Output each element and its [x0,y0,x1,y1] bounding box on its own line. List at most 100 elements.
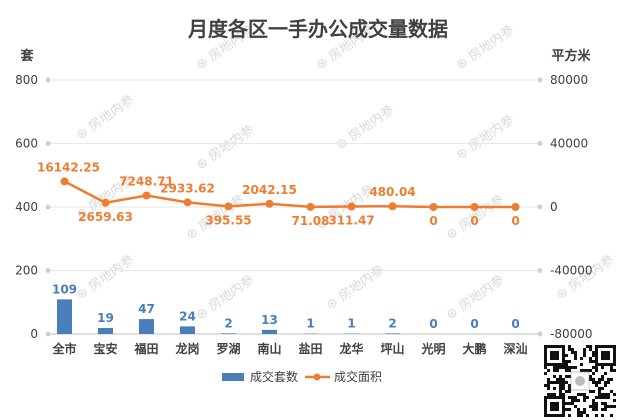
qr-module [607,396,610,399]
watermark-text: ⊛ 房地内参 [73,252,137,304]
line-value-label: 311.47 [328,214,374,228]
qr-module [589,357,592,360]
qr-module [592,351,595,354]
qr-module [580,414,583,417]
qr-module [610,366,613,369]
qr-module [562,378,565,381]
bar-value-label: 109 [52,282,77,296]
qr-module [601,414,604,417]
line-point [142,191,151,200]
qr-module [589,345,592,348]
bar-value-label: 0 [511,317,519,331]
qr-module [580,411,583,414]
qr-module [595,381,598,384]
line-point [306,202,315,211]
qr-module [562,381,565,384]
qr-module [613,393,616,396]
right-tick-marker [537,77,543,83]
qr-module [562,366,565,369]
qr-module [559,381,562,384]
watermark-text: ⊛ 房地内参 [333,102,397,154]
qr-module [580,363,583,366]
qr-finder-core [550,351,559,360]
qr-module [583,396,586,399]
qr-module [604,393,607,396]
qr-finder-core [601,351,610,360]
qr-module [559,384,562,387]
qr-module [571,396,574,399]
qr-module [580,369,583,372]
watermarks: ⊛ 房地内参 ⊛ 房地内参 ⊛ 房地内参 ⊛ 房地内参 ⊛ 房地内参 ⊛ 房地内参 ⊛ 房地… [73,22,617,324]
qr-module [571,399,574,402]
qr-module [595,384,598,387]
qr-module [574,357,577,360]
qr-module [547,378,550,381]
qr-module [595,414,598,417]
qr-module [598,381,601,384]
qr-module [544,372,547,375]
watermark-text: ⊛ 房地内参 [453,112,517,164]
qr-module [595,366,598,369]
line-value-label: 0 [511,214,519,228]
qr-module [607,405,610,408]
watermark-text: ⊛ 房地内参 [193,122,257,174]
qr-module [595,369,598,372]
bar [98,327,113,334]
qr-module [577,393,580,396]
qr-module [601,366,604,369]
qr-module [571,348,574,351]
bar-series [57,299,400,334]
qr-module [613,399,616,402]
qr-module [568,345,571,348]
qr-module [586,414,589,417]
qr-module [550,393,553,396]
qr-module [586,396,589,399]
legend-bar-swatch [222,373,244,381]
line-point [60,177,69,186]
line-value-label: 0 [470,214,478,228]
right-tick-label: -80000 [550,327,593,341]
qr-module [559,366,562,369]
bar-value-label: 13 [261,313,278,327]
bar-value-label: 0 [429,317,437,331]
qr-module [556,369,559,372]
qr-module [601,408,604,411]
left-tick-label: 400 [15,200,38,214]
qr-module [571,402,574,405]
qr-module [607,381,610,384]
bar-value-label: 2 [388,316,396,330]
qr-module [568,369,571,372]
line-value-label: 71.08 [292,214,330,228]
line-value-label: 0 [429,214,437,228]
qr-module [562,387,565,390]
left-tick-marker [45,77,51,83]
left-tick-label: 0 [30,327,38,341]
category-label: 盐田 [298,341,322,356]
left-tick-marker [45,331,51,337]
qr-module [568,414,571,417]
qr-module [550,381,553,384]
qr-module [544,384,547,387]
qr-module [592,381,595,384]
qr-module [544,366,547,369]
legend-line-label: 成交面积 [334,369,382,384]
right-tick-label: 40000 [550,137,588,151]
bar [262,329,277,334]
bar-value-label: 47 [138,302,155,316]
line-value-label: 7248.71 [119,174,174,188]
qr-module [598,378,601,381]
bar-value-label: 2 [224,316,232,330]
qr-module [565,366,568,369]
qr-module [604,381,607,384]
qr-module [562,393,565,396]
bar-value-label: 19 [97,311,114,325]
bar-labels: 109 19 47 24 2 13 1 1 2 0 0 0 [52,282,520,331]
qr-module [553,393,556,396]
qr-module [565,402,568,405]
qr-module [565,375,568,378]
line-point [511,203,520,211]
qr-module [583,411,586,414]
qr-module [607,378,610,381]
qr-module [592,402,595,405]
line-point [101,198,110,207]
